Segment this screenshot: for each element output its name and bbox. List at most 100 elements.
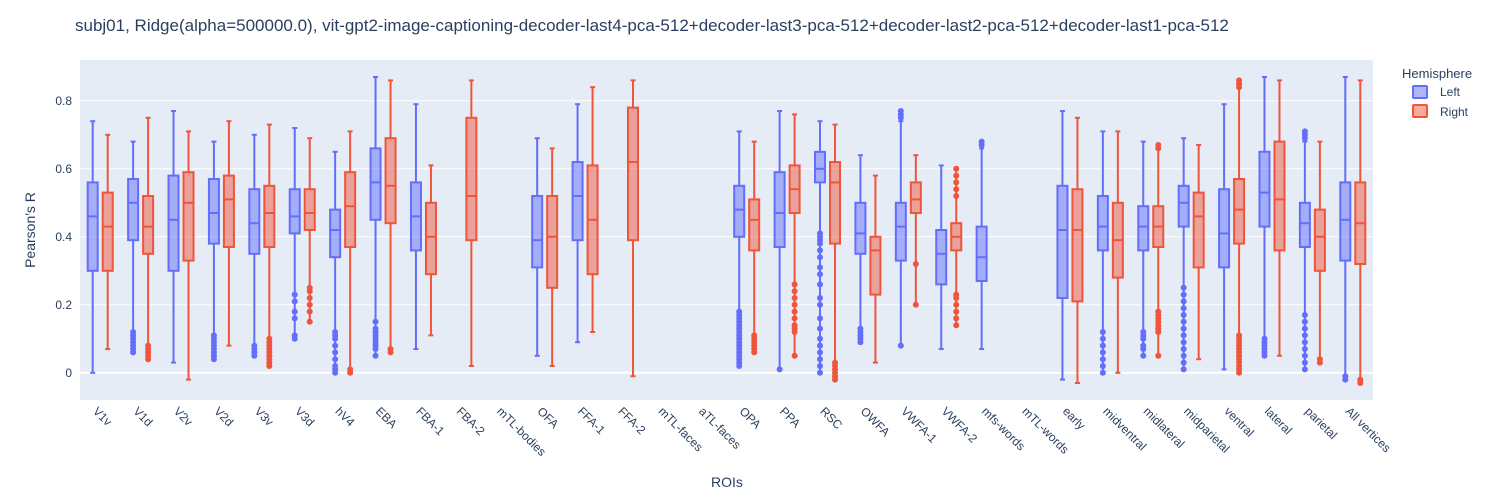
box-left-midventral[interactable] bbox=[1096, 130, 1109, 376]
box-right-lateral[interactable] bbox=[1273, 79, 1286, 357]
iqr-box bbox=[773, 171, 786, 248]
outlier-point bbox=[1155, 352, 1162, 359]
outlier-point bbox=[372, 325, 379, 332]
box-right-owfa[interactable] bbox=[869, 174, 882, 364]
x-axis-title: ROIs bbox=[711, 474, 743, 490]
box-left-midparietal[interactable] bbox=[1177, 137, 1190, 373]
box-left-mfs-words[interactable] bbox=[975, 138, 988, 350]
box-right-ffa-1[interactable] bbox=[586, 86, 599, 333]
box-right-v1d[interactable] bbox=[142, 116, 155, 363]
outlier-point bbox=[953, 186, 960, 193]
box-left-early[interactable] bbox=[1056, 110, 1069, 381]
legend-item-right[interactable]: Right bbox=[1412, 104, 1469, 119]
box-right-fba-2[interactable] bbox=[465, 79, 478, 367]
box-left-ventral[interactable] bbox=[1218, 103, 1231, 371]
box-right-vwfa-1[interactable] bbox=[909, 154, 922, 308]
x-tick-label-lateral: lateral bbox=[1262, 404, 1295, 437]
outlier-point bbox=[1301, 339, 1308, 346]
outlier-point bbox=[251, 342, 258, 349]
box-left-vwfa-2[interactable] bbox=[935, 164, 948, 350]
outlier-point bbox=[736, 308, 743, 315]
box-right-ventral[interactable] bbox=[1233, 77, 1246, 376]
box-right-hv4[interactable] bbox=[344, 130, 357, 376]
box-left-opa[interactable] bbox=[733, 130, 746, 369]
box-left-v2d[interactable] bbox=[207, 140, 220, 363]
outlier-point bbox=[751, 332, 758, 339]
iqr-box bbox=[571, 161, 584, 242]
legend[interactable]: Hemisphere Left Right bbox=[1402, 66, 1472, 119]
box-right-rsc[interactable] bbox=[829, 123, 842, 383]
box-right-midlateral[interactable] bbox=[1152, 142, 1165, 359]
iqr-box bbox=[869, 235, 882, 296]
box-left-vwfa-1[interactable] bbox=[894, 108, 907, 349]
outlier-point bbox=[1099, 342, 1106, 349]
box-right-eba[interactable] bbox=[384, 79, 397, 356]
box-right-v2d[interactable] bbox=[222, 120, 235, 347]
box-right-midparietal[interactable] bbox=[1192, 144, 1205, 361]
box-left-ffa-1[interactable] bbox=[571, 103, 584, 344]
box-left-v1d[interactable] bbox=[127, 140, 140, 356]
chart-title: subj01, Ridge(alpha=500000.0), vit-gpt2-… bbox=[75, 16, 1229, 35]
box-left-rsc[interactable] bbox=[814, 120, 827, 376]
box-right-v3d[interactable] bbox=[303, 137, 316, 325]
box-left-v2v[interactable] bbox=[167, 110, 180, 364]
box-right-v1v[interactable] bbox=[101, 133, 114, 350]
box-left-parietal[interactable] bbox=[1298, 128, 1311, 373]
outlier-point bbox=[306, 308, 313, 315]
iqr-box bbox=[854, 201, 867, 255]
outlier-point bbox=[332, 356, 339, 363]
box-right-v2v[interactable] bbox=[182, 130, 195, 381]
box-right-opa[interactable] bbox=[748, 140, 761, 356]
outlier-point bbox=[953, 308, 960, 315]
outlier-point bbox=[953, 322, 960, 329]
x-tick-label-ffa-2: FFA-2 bbox=[615, 404, 648, 437]
x-tick-label-ofa: OFA bbox=[535, 404, 562, 431]
box-left-lateral[interactable] bbox=[1258, 76, 1271, 359]
box-left-fba-1[interactable] bbox=[409, 103, 422, 350]
box-left-v3v[interactable] bbox=[248, 133, 261, 359]
outlier-point bbox=[1155, 142, 1162, 148]
iqr-box bbox=[127, 178, 140, 242]
iqr-box bbox=[465, 116, 478, 242]
iqr-box bbox=[935, 229, 948, 286]
box-right-ofa[interactable] bbox=[546, 147, 559, 367]
outlier-point bbox=[1180, 332, 1187, 339]
box-right-all-vertices[interactable] bbox=[1354, 79, 1367, 386]
outlier-point bbox=[1180, 325, 1187, 332]
outlier-point bbox=[832, 359, 839, 366]
box-right-ppa[interactable] bbox=[788, 113, 801, 359]
iqr-box bbox=[369, 147, 382, 221]
box-right-fba-1[interactable] bbox=[424, 164, 437, 337]
box-left-eba[interactable] bbox=[369, 76, 382, 359]
box-right-v3v[interactable] bbox=[263, 123, 276, 369]
outlier-point bbox=[1180, 312, 1187, 318]
iqr-box bbox=[207, 178, 220, 245]
box-left-hv4[interactable] bbox=[329, 150, 342, 376]
outlier-point bbox=[266, 335, 273, 342]
box-right-ffa-2[interactable] bbox=[626, 79, 639, 378]
x-tick-label-v2v: V2v bbox=[171, 404, 196, 429]
box-left-v3d[interactable] bbox=[288, 127, 301, 342]
legend-item-left[interactable]: Left bbox=[1412, 85, 1461, 99]
outlier-point bbox=[1180, 346, 1187, 352]
outlier-point bbox=[332, 342, 339, 349]
outlier-point bbox=[1342, 373, 1349, 380]
box-left-owfa[interactable] bbox=[854, 154, 867, 346]
box-right-parietal[interactable] bbox=[1313, 140, 1326, 366]
box-right-midventral[interactable] bbox=[1111, 130, 1124, 374]
legend-label-left: Left bbox=[1440, 85, 1461, 99]
box-left-all-vertices[interactable] bbox=[1339, 76, 1352, 383]
iqr-box bbox=[288, 188, 301, 235]
outlier-point bbox=[1180, 298, 1187, 305]
box-left-ppa[interactable] bbox=[773, 110, 786, 373]
outlier-point bbox=[1236, 77, 1243, 84]
series-left bbox=[86, 76, 1352, 383]
box-left-midlateral[interactable] bbox=[1137, 140, 1150, 359]
box-left-ofa[interactable] bbox=[531, 137, 544, 357]
outlier-point bbox=[291, 332, 298, 339]
box-right-vwfa-2[interactable] bbox=[950, 165, 963, 329]
box-left-v1v[interactable] bbox=[86, 120, 99, 374]
iqr-box bbox=[167, 174, 180, 272]
outlier-point bbox=[1301, 346, 1308, 352]
box-right-early[interactable] bbox=[1071, 116, 1084, 384]
